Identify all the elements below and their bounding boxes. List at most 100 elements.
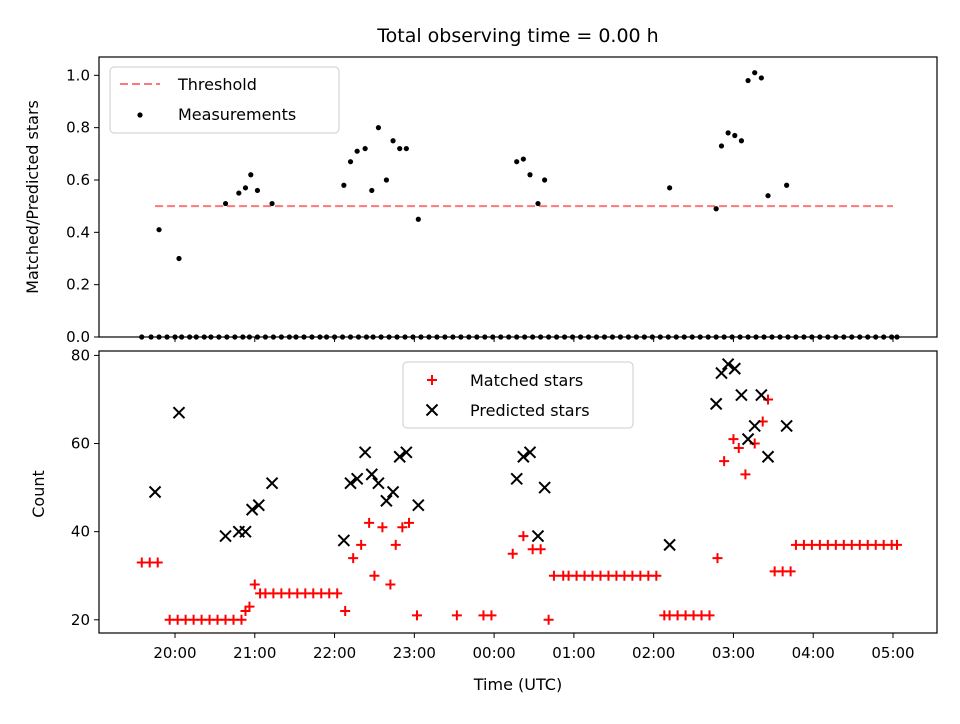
matched-star-point [543,614,554,625]
predicted-star-point-stroke [538,481,551,494]
matched-star-point [740,469,751,480]
predicted-star-point [728,362,741,375]
predicted-star-point [386,485,400,499]
matched-star-point [518,531,529,542]
predicted-star-point-stroke [172,406,186,419]
matched-star-point [404,517,415,528]
matched-star-point [377,522,388,533]
bottom-x-tick-label: 21:00 [233,644,276,662]
matched-star-point [728,434,739,445]
matched-star-point [535,544,546,555]
measurement-point [383,177,390,183]
predicted-star-point [337,534,351,547]
predicted-star-point-stroke [393,450,406,463]
predicted-star-point [350,472,364,485]
matched-star-point-stroke [244,601,255,612]
matched-star-point-stroke [740,469,751,480]
predicted-star-point [172,406,186,419]
predicted-star-point-stroke [219,529,232,543]
measurement-point [745,77,751,84]
legend-threshold-label: Threshold [177,75,257,94]
top-y-tick-label: 0.2 [66,276,90,294]
predicted-star-point-stroke [386,485,400,499]
predicted-star-point [380,494,393,508]
predicted-star-point [344,476,357,490]
top-y-tick-label: 1.0 [66,66,90,84]
predicted-star-point [148,485,162,499]
measurement-point [254,187,261,194]
predicted-star-point [358,446,372,459]
measurement-point [514,159,520,165]
measurement-point [752,70,758,76]
predicted-star-point-stroke [350,472,364,485]
matched-star-point-stroke [348,553,359,564]
matched-star-point [390,539,401,550]
top-plot: 0.0 0.2 0.4 0.6 0.8 1.0 Threshold Measurements [66,56,938,346]
predicted-star-point [755,388,768,402]
bottom-x-tick-label: 22:00 [313,644,356,662]
matched-star-point-stroke [411,610,422,621]
matched-star-point-stroke [369,570,380,581]
matched-star-point-stroke [543,614,554,625]
matched-star-point [712,553,723,564]
predicted-star-point [523,446,537,459]
predicted-star-point-stroke [531,529,545,543]
measurement-point [341,182,347,188]
top-plot-frame [98,56,938,338]
top-y-tick-label: 0.0 [66,328,90,346]
matched-star-point-stroke [385,579,396,590]
predicted-star-point-stroke [748,419,761,433]
predicted-star-point-stroke [245,503,259,516]
predicted-star-point [741,432,755,446]
matched-star-point [356,539,367,550]
predicted-star-point [372,476,385,490]
bottom-y-tick-label: 80 [71,346,90,364]
predicted-star-point [663,538,676,552]
predicted-star-point [252,499,265,512]
matched-star-point-stroke [249,579,260,590]
predicted-star-point-stroke [337,534,351,547]
matched-star-point [785,566,796,577]
predicted-star-point-stroke [148,485,162,499]
matched-star-point-stroke [404,517,415,528]
predicted-star-point-stroke [728,362,741,375]
predicted-star-point [400,446,413,459]
predicted-star-point-stroke [735,388,748,402]
measurement-point [403,145,409,152]
matched-star-point [704,610,715,621]
predicted-star-point [531,529,545,543]
predicted-star-point [510,472,523,485]
measurement-point [535,200,541,207]
matched-star-point [236,614,247,625]
measurement-point [738,138,745,144]
matched-star-point [411,610,422,621]
measurement-point [725,130,731,136]
x-axis-label: Time (UTC) [473,675,562,694]
predicted-star-point [245,503,259,516]
measurement-point [713,206,719,212]
bottom-x-tick-label: 01:00 [552,644,595,662]
matched-star-point-stroke [340,605,351,616]
legend-predicted-swatch-stroke [425,403,439,417]
matched-star-point [548,570,559,581]
bottom-legend-box [402,361,634,429]
predicted-star-point [365,468,378,481]
predicted-star-point [393,450,406,463]
legend-matched-swatch-stroke [427,375,437,385]
predicted-star-point-stroke [265,476,279,490]
measurement-point [542,177,548,183]
matched-star-point-stroke [397,522,408,533]
matched-star-point-stroke [548,570,559,581]
top-y-axis-label: Matched/Predicted stars [23,100,42,294]
predicted-star-point [780,419,793,433]
predicted-star-point-stroke [663,538,676,552]
matched-star-point-stroke [535,544,546,555]
predicted-star-point [715,366,728,380]
measurement-point [248,172,254,178]
measurement-point [397,145,403,152]
matched-star-point-stroke [332,588,343,599]
predicted-star-point-stroke [755,388,768,402]
matched-star-point [364,517,375,528]
predicted-star-point-stroke [372,476,385,490]
measurement-point [347,159,354,165]
